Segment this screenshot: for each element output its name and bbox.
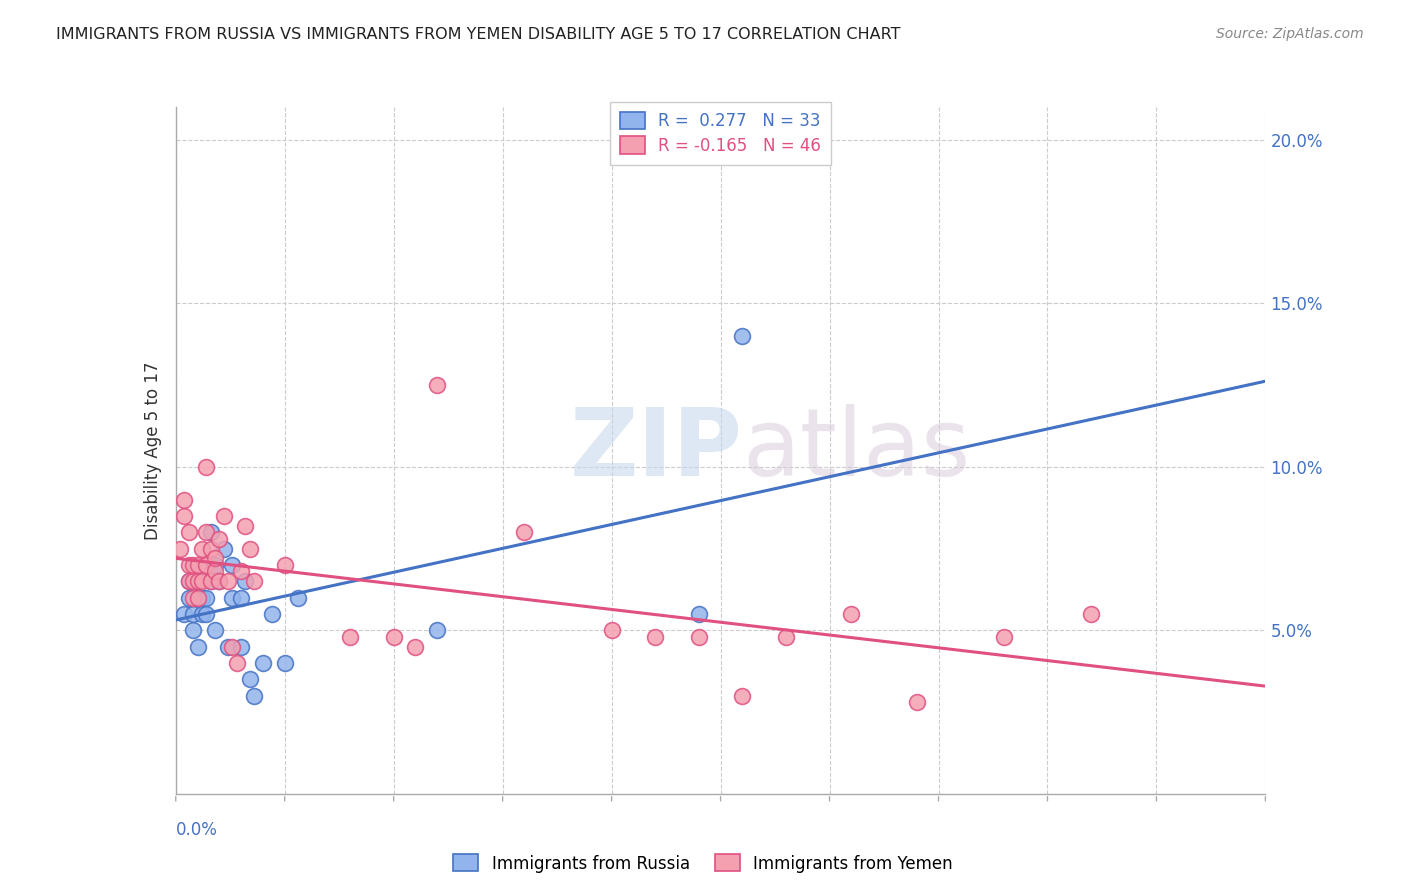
Text: atlas: atlas [742, 404, 970, 497]
Point [169, 541, 191, 556]
Text: 0.0%: 0.0% [176, 822, 218, 839]
Legend: R =  0.277   N = 33, R = -0.165   N = 46: R = 0.277 N = 33, R = -0.165 N = 46 [610, 102, 831, 165]
Point [177, 574, 200, 589]
Point [231, 565, 253, 579]
Point [231, 640, 253, 654]
Point [186, 591, 209, 605]
Point [173, 492, 195, 507]
Point [191, 591, 214, 605]
Point [426, 378, 449, 392]
Point [195, 525, 218, 540]
Point [235, 574, 257, 589]
Point [200, 525, 222, 540]
Point [513, 525, 536, 540]
Point [231, 591, 253, 605]
Point [195, 607, 218, 621]
Point [191, 574, 214, 589]
Point [191, 541, 214, 556]
Point [195, 558, 218, 572]
Point [252, 656, 274, 670]
Point [186, 574, 209, 589]
Point [186, 640, 209, 654]
Point [600, 624, 623, 638]
Point [287, 591, 309, 605]
Point [204, 624, 226, 638]
Point [204, 565, 226, 579]
Point [181, 558, 204, 572]
Point [186, 574, 209, 589]
Point [217, 574, 239, 589]
Point [191, 607, 214, 621]
Point [339, 630, 361, 644]
Point [217, 640, 239, 654]
Point [181, 624, 204, 638]
Point [200, 574, 222, 589]
Text: IMMIGRANTS FROM RUSSIA VS IMMIGRANTS FROM YEMEN DISABILITY AGE 5 TO 17 CORRELATI: IMMIGRANTS FROM RUSSIA VS IMMIGRANTS FRO… [56, 27, 901, 42]
Point [177, 591, 200, 605]
Point [225, 656, 247, 670]
Point [208, 532, 231, 546]
Point [208, 574, 231, 589]
Y-axis label: Disability Age 5 to 17: Disability Age 5 to 17 [143, 361, 162, 540]
Point [173, 607, 195, 621]
Point [208, 574, 231, 589]
Point [173, 508, 195, 523]
Point [688, 630, 710, 644]
Point [731, 329, 754, 343]
Point [221, 558, 243, 572]
Point [177, 525, 200, 540]
Point [243, 689, 266, 703]
Point [200, 541, 222, 556]
Point [841, 607, 863, 621]
Point [212, 508, 235, 523]
Point [731, 689, 754, 703]
Point [195, 459, 218, 474]
Point [181, 591, 204, 605]
Point [181, 607, 204, 621]
Point [204, 551, 226, 566]
Point [177, 574, 200, 589]
Point [905, 695, 928, 709]
Text: Source: ZipAtlas.com: Source: ZipAtlas.com [1216, 27, 1364, 41]
Point [195, 591, 218, 605]
Point [382, 630, 405, 644]
Point [1080, 607, 1102, 621]
Point [243, 574, 266, 589]
Point [239, 673, 262, 687]
Point [405, 640, 427, 654]
Point [644, 630, 666, 644]
Point [775, 630, 797, 644]
Point [200, 574, 222, 589]
Point [260, 607, 283, 621]
Point [221, 640, 243, 654]
Point [212, 541, 235, 556]
Point [235, 518, 257, 533]
Point [221, 591, 243, 605]
Point [181, 574, 204, 589]
Point [993, 630, 1015, 644]
Point [426, 624, 449, 638]
Point [177, 558, 200, 572]
Point [186, 558, 209, 572]
Point [274, 656, 297, 670]
Point [239, 541, 262, 556]
Point [688, 607, 710, 621]
Point [186, 591, 209, 605]
Point [274, 558, 297, 572]
Legend: Immigrants from Russia, Immigrants from Yemen: Immigrants from Russia, Immigrants from … [447, 847, 959, 880]
Text: ZIP: ZIP [569, 404, 742, 497]
Point [204, 558, 226, 572]
